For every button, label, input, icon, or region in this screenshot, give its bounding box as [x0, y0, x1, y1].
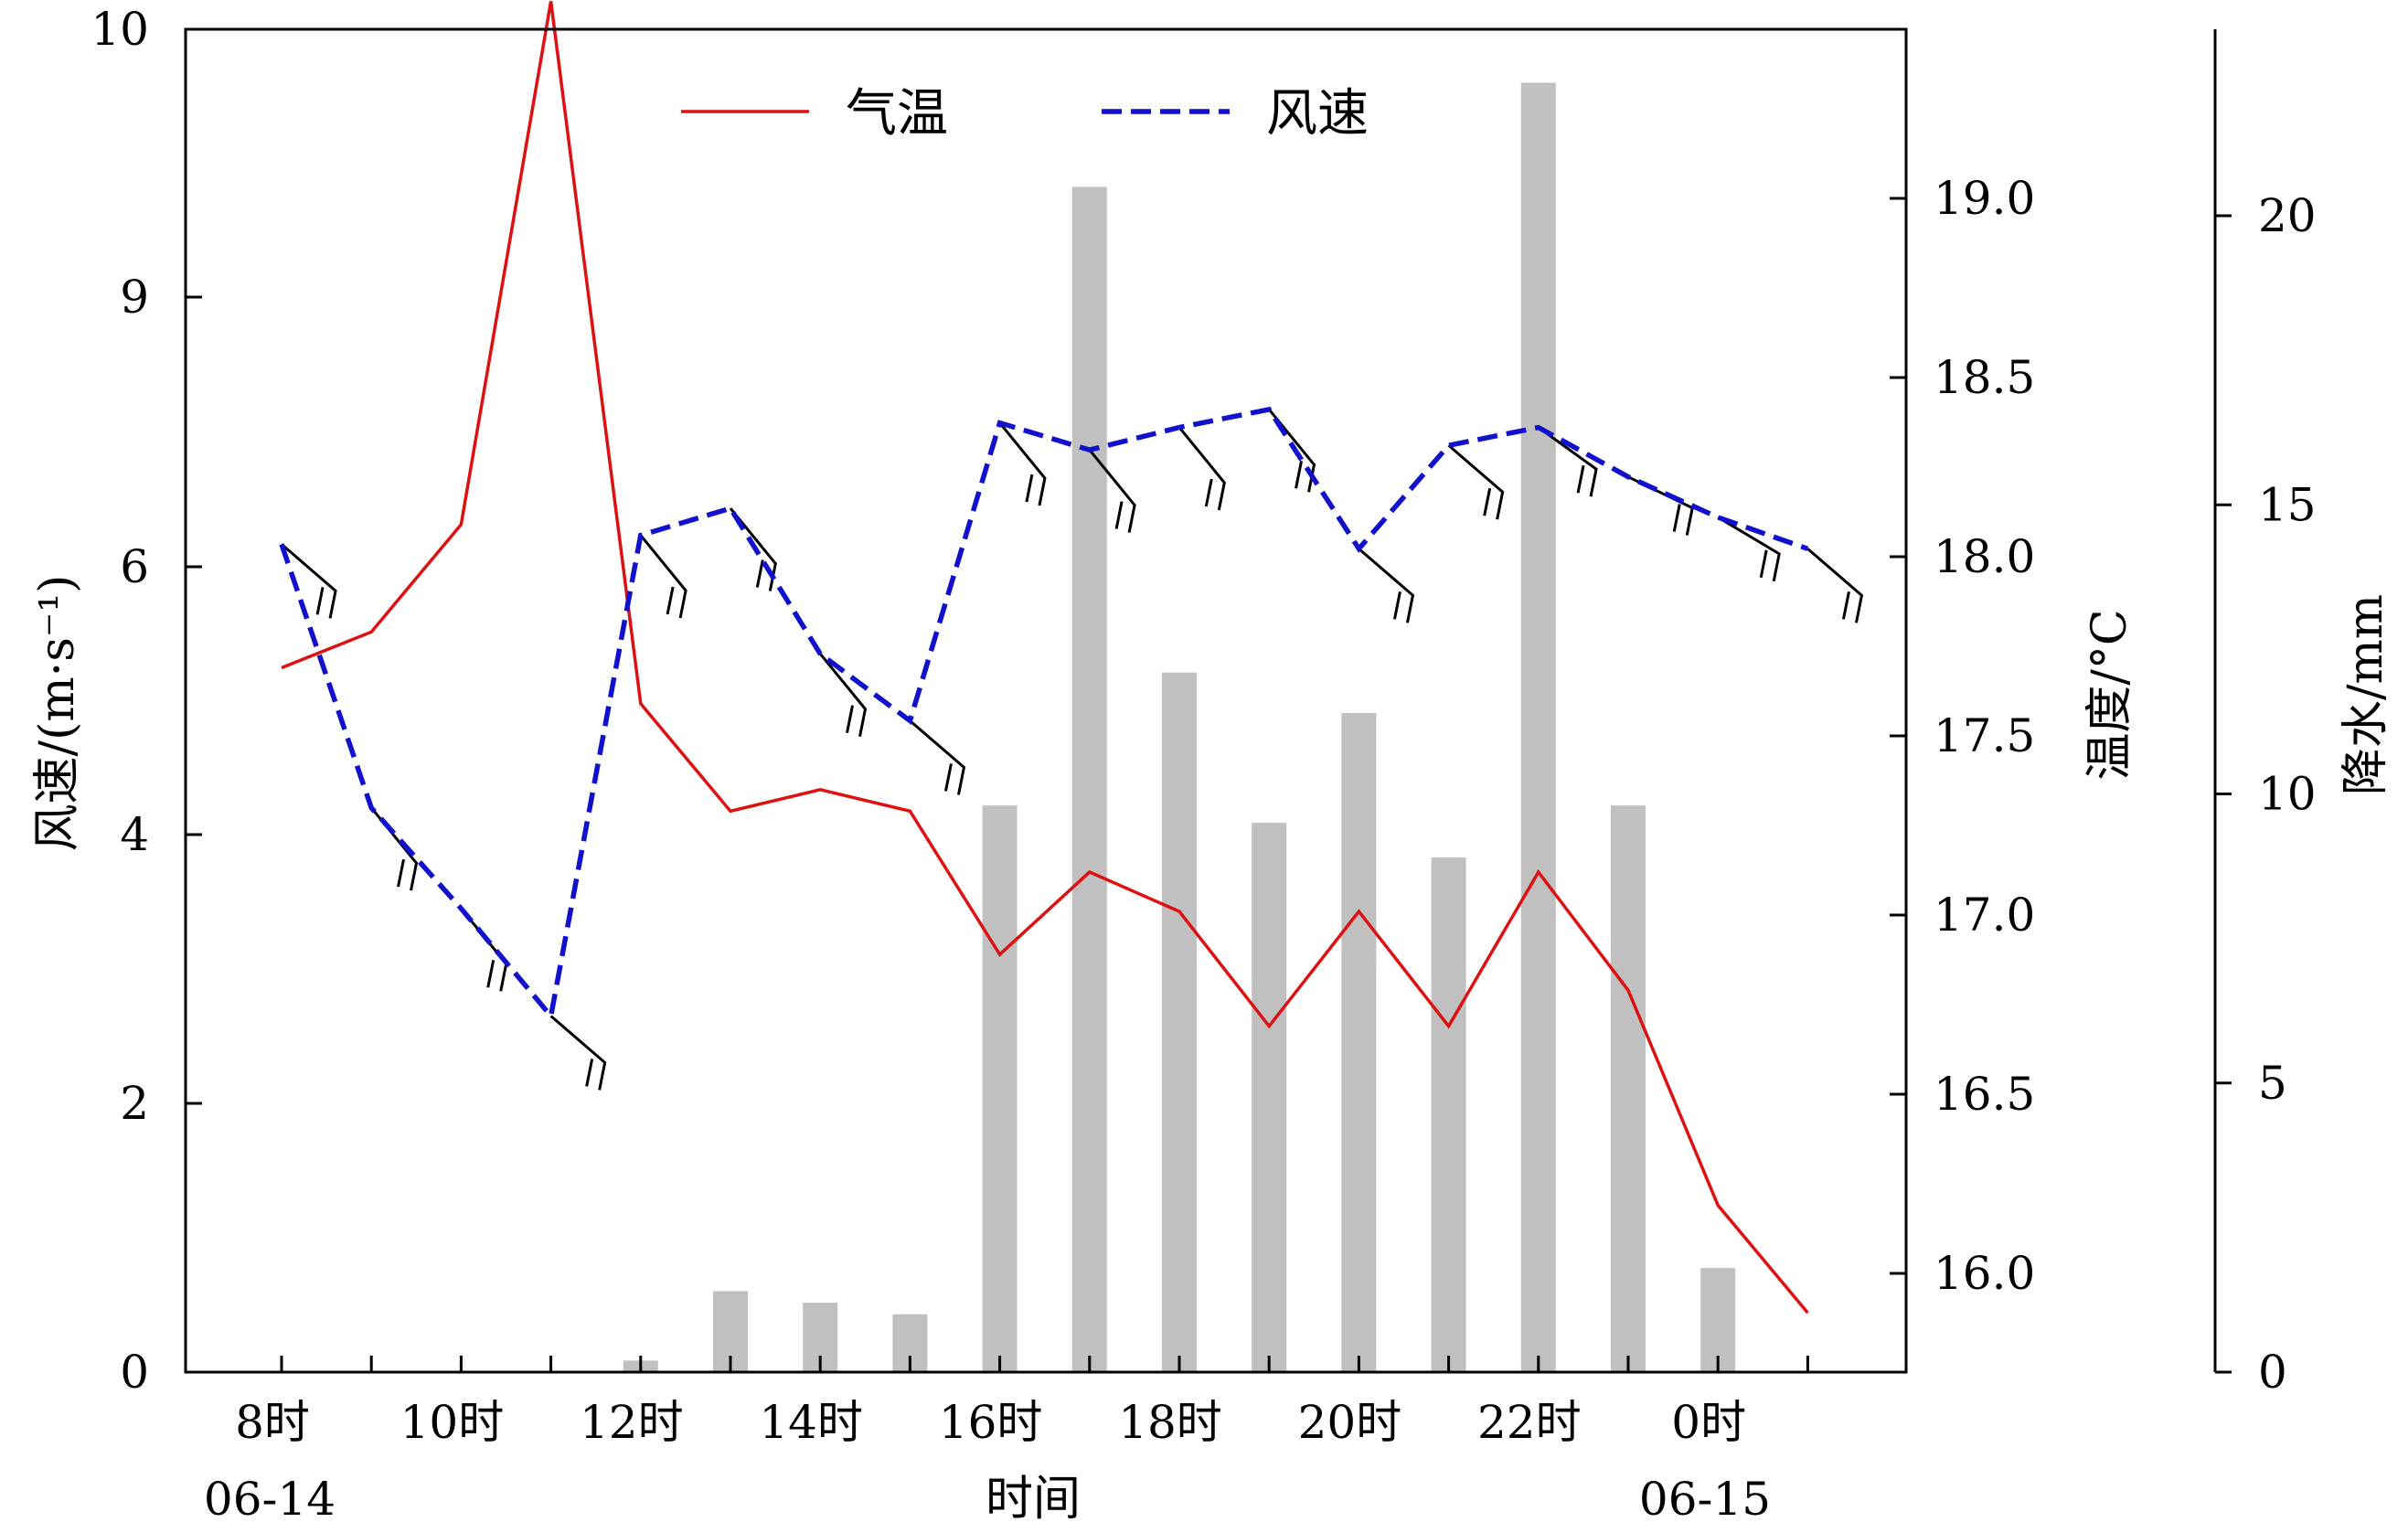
wind-barb	[1806, 548, 1864, 623]
wind-barb-stroke	[549, 1015, 607, 1091]
precip-bar	[1611, 805, 1646, 1372]
temperature-line-group	[281, 1, 1809, 1315]
wind-barb-stroke	[1717, 516, 1781, 582]
wind-barb-stroke	[1358, 548, 1415, 623]
precip-bar	[1431, 857, 1466, 1372]
temp-axis-title: 温度/°C	[2083, 609, 2137, 780]
temperature-line	[281, 1, 1809, 1315]
wind-barb-stroke	[1088, 449, 1136, 533]
wind-barb-stroke	[1447, 444, 1505, 520]
precip-tick-label: 0	[2258, 1346, 2287, 1399]
wind-barb	[639, 534, 687, 619]
precip-bar	[1700, 1268, 1736, 1372]
precip-tick-label: 15	[2258, 478, 2317, 531]
x-tick-label: 22时	[1477, 1396, 1582, 1449]
precip-bar	[1341, 712, 1377, 1372]
wind-tick-label: 9	[120, 271, 149, 324]
temp-tick-label: 18.0	[1934, 530, 2035, 583]
wind-barb	[281, 543, 337, 619]
precip-tick-label: 20	[2258, 189, 2317, 242]
wind-barbs	[281, 408, 1864, 1091]
x-tick-label: 14时	[759, 1396, 863, 1449]
precipitation-bars	[623, 82, 1736, 1372]
wind-barb-stroke	[281, 543, 337, 619]
wind-barb	[1268, 408, 1316, 493]
wind-barb	[1177, 426, 1226, 511]
wind-barb-stroke	[639, 534, 687, 619]
temp-tick-label: 18.5	[1934, 351, 2035, 404]
x-axis-title: 时间	[986, 1472, 1081, 1527]
wind-barb	[1537, 426, 1598, 497]
wind-barb	[1717, 516, 1781, 582]
x-tick-label: 0时	[1671, 1396, 1746, 1449]
legend: 气温 风速	[681, 84, 1369, 144]
legend-label-temperature: 气温	[846, 84, 948, 144]
x-tick-label: 20时	[1298, 1396, 1402, 1449]
wind-barb	[998, 421, 1047, 506]
x-tick-label: 16时	[939, 1396, 1043, 1449]
wind-speed-line-group	[279, 406, 1809, 1022]
x-tick-label: 10时	[400, 1396, 505, 1449]
temp-tick-label: 19.0	[1934, 172, 2035, 225]
wind-barb-stroke	[1268, 408, 1316, 493]
temp-tick-label: 16.5	[1934, 1068, 2035, 1121]
wind-tick-label: 10	[91, 3, 149, 56]
temp-tick-label: 17.5	[1934, 709, 2035, 762]
wind-barb	[1627, 475, 1694, 536]
precip-bar	[1252, 823, 1287, 1372]
wind-barb-stroke	[729, 507, 777, 591]
wind-barb	[1088, 449, 1136, 533]
legend-label-wind: 风速	[1266, 84, 1369, 144]
wind-speed-line	[279, 406, 1809, 1022]
wind-tick-label: 4	[120, 808, 149, 861]
wind-barb-stroke	[909, 719, 966, 795]
precip-bar	[1520, 82, 1556, 1372]
precip-axis-title: 降水/mm	[2339, 594, 2393, 795]
temp-tick-label: 17.0	[1934, 889, 2035, 942]
date-label-start: 06-14	[204, 1473, 336, 1526]
precip-bar	[1162, 672, 1197, 1372]
precip-tick-label: 5	[2258, 1057, 2287, 1110]
wind-barb-stroke	[1806, 548, 1864, 623]
temp-tick-label: 16.0	[1934, 1247, 2035, 1300]
wind-barb	[460, 907, 508, 992]
wind-barb	[729, 507, 777, 591]
wind-barb	[909, 719, 966, 795]
wind-tick-label: 6	[120, 540, 149, 593]
wind-barb	[1447, 444, 1505, 520]
precip-tick-label: 10	[2258, 768, 2317, 821]
wind-barb	[549, 1015, 607, 1091]
precip-bar	[1071, 186, 1107, 1372]
plot-frame	[184, 27, 1908, 1374]
x-tick-label: 12时	[580, 1396, 684, 1449]
wind-axis-title: 风速/(m·s⁻¹)	[30, 575, 85, 852]
wind-tick-label: 2	[120, 1077, 149, 1130]
wind-barb-stroke	[460, 907, 508, 992]
x-tick-label: 18时	[1118, 1396, 1222, 1449]
wind-barb-stroke	[819, 653, 868, 737]
wind-barb	[1358, 548, 1415, 623]
wind-barb-stroke	[998, 421, 1047, 506]
date-label-end: 06-15	[1639, 1473, 1771, 1526]
wind-barb-stroke	[1537, 426, 1598, 497]
wind-tick-label: 0	[120, 1346, 149, 1399]
axes: 0 2 4 6 9 10 风速/(m·s⁻¹) 16.0 16.5 17.0 17.5 18.0 18.…	[30, 3, 2393, 1527]
precip-bar	[982, 805, 1018, 1372]
wind-barb-stroke	[1627, 475, 1694, 536]
x-tick-label: 8时	[235, 1396, 310, 1449]
wind-barb	[819, 653, 868, 737]
wind-barb-stroke	[1177, 426, 1226, 511]
